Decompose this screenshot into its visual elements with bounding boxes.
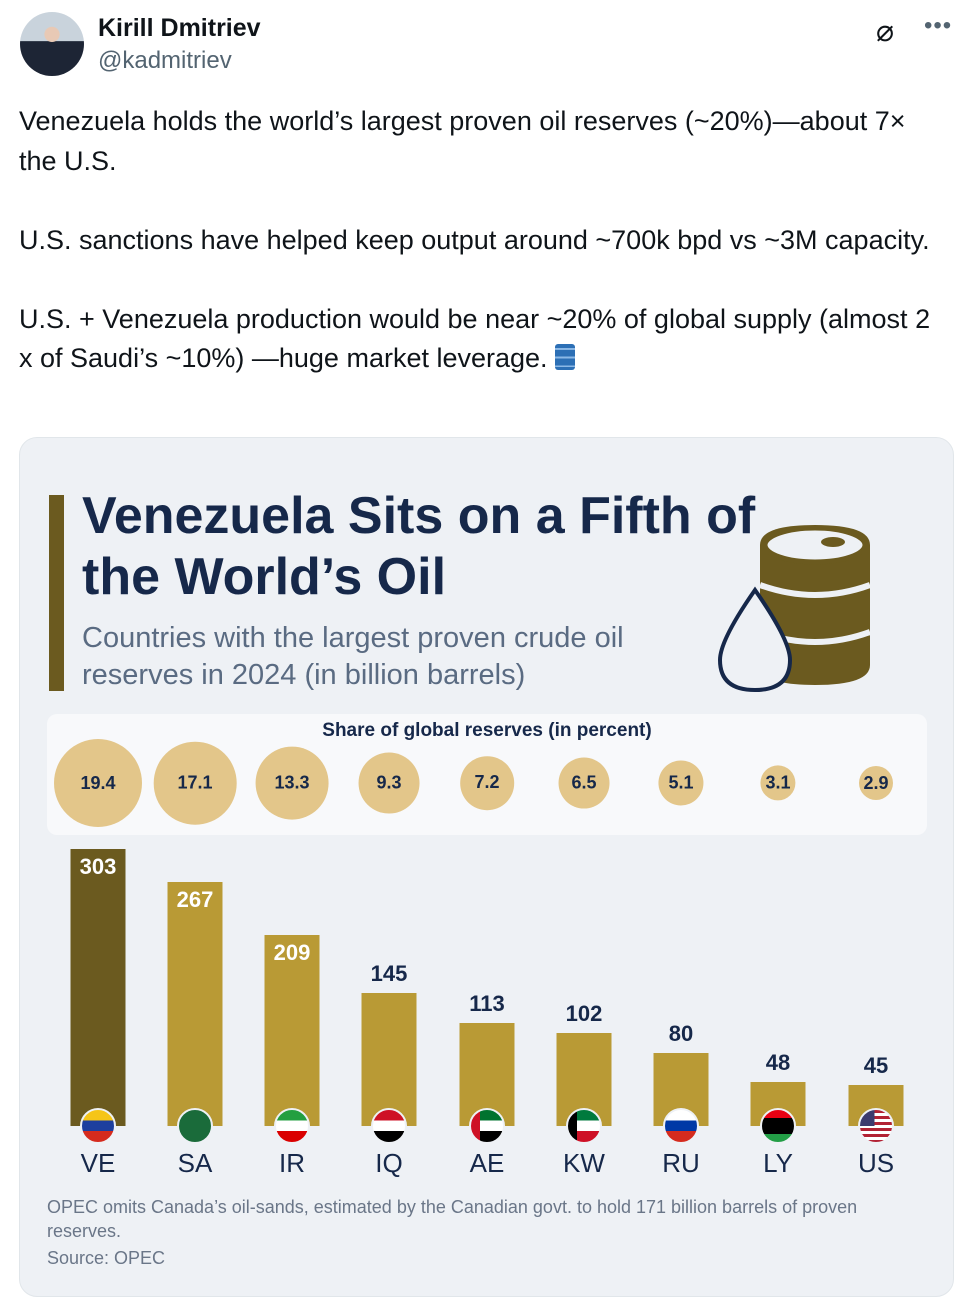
infographic-title: Venezuela Sits on a Fifth of the World’s… [82,487,756,606]
bar-sa [167,881,223,1126]
share-panel: Share of global reserves (in percent) 19… [47,714,927,835]
more-icon[interactable]: ••• [924,12,953,39]
title-accent-bar [49,495,64,691]
share-circle-ru: 5.1 [658,760,704,806]
flag-kw-icon [566,1108,602,1144]
flag-ir-icon [274,1108,310,1144]
bar-iq [361,993,417,1126]
flag-sa-icon [177,1108,213,1144]
grok-icon[interactable]: ⌀ [876,15,895,48]
category-label-ru: RU [662,1148,700,1178]
share-title: Share of global reserves (in percent) [322,720,652,741]
share-circle-sa: 17.1 [153,741,237,825]
flag-ae-icon [469,1108,505,1144]
infographic-subtitle: Countries with the largest proven crude … [82,622,624,691]
category-label-ve: VE [80,1148,116,1178]
category-label-sa: SA [177,1148,213,1178]
avatar[interactable] [20,12,84,76]
value-label-ae: 113 [469,990,505,1016]
category-label-ae: AE [469,1148,505,1178]
flag-ru-icon [663,1108,699,1144]
share-circle-iq: 9.3 [358,752,420,814]
flag-iq-icon [371,1108,407,1144]
author-name[interactable]: Kirill Dmitriev [98,14,261,42]
category-label-ir: IR [279,1148,305,1178]
oil-drum-emoji [555,344,576,370]
tweet-body: Venezuela holds the world’s largest prov… [19,106,931,373]
value-label-ly: 48 [765,1050,791,1076]
value-label-ir: 209 [273,939,311,965]
value-label-iq: 145 [370,961,408,987]
share-circle-ae: 7.2 [460,756,514,810]
flag-ve-icon [80,1108,116,1144]
source: Source: OPEC [47,1248,166,1268]
value-label-us: 45 [863,1052,889,1078]
category-label-iq: IQ [375,1148,403,1178]
share-circle-kw: 6.5 [558,757,610,809]
value-label-ve: 303 [79,853,117,879]
category-label-us: US [857,1148,895,1178]
category-label-kw: KW [563,1148,605,1178]
value-label-ru: 80 [668,1020,694,1046]
share-circle-ly: 3.1 [760,765,796,801]
share-circle-ve: 19.4 [54,739,142,827]
flag-ly-icon [760,1108,796,1144]
value-label-sa: 267 [176,886,214,912]
tweet-text: Venezuela holds the world’s largest prov… [19,102,949,379]
infographic-card[interactable]: Venezuela Sits on a Fifth of the World’s… [19,437,954,1297]
share-circle-us: 2.9 [858,765,894,801]
bar-ir [264,934,320,1126]
oil-barrel-icon [717,525,872,693]
value-label-kw: 102 [565,1000,603,1026]
flag-us-icon [858,1108,894,1144]
footnote: OPEC omits Canada’s oil-sands, estimated… [47,1197,858,1241]
share-circle-ir: 13.3 [255,746,329,820]
category-label-ly: LY [763,1148,793,1178]
author-handle[interactable]: @kadmitriev [98,47,232,74]
bar-ve [70,848,126,1126]
